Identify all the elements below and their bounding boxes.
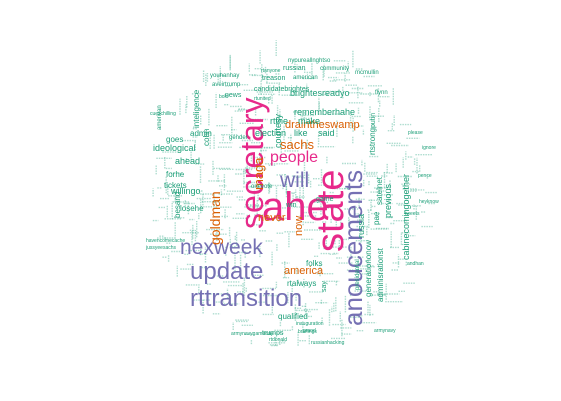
word-sachs: sachs xyxy=(280,137,314,152)
word-russian: russian xyxy=(283,65,306,72)
word-admin: admin xyxy=(190,129,212,138)
word-nexweek: nexweek xyxy=(180,236,263,259)
word-ignore: ignore xyxy=(422,145,436,151)
word-andhan: andhan xyxy=(407,261,424,267)
word-rtanyone: rtanyone xyxy=(261,68,281,74)
word-rtunited: rtunited xyxy=(254,96,271,102)
word-draintheswamp: draintheswamp xyxy=(285,119,360,131)
word-bold: bold xyxy=(219,94,229,100)
word-ahe: ahe xyxy=(262,185,329,229)
word-update: update xyxy=(190,258,264,285)
word-russia: russia xyxy=(356,213,366,238)
word-said: said xyxy=(318,128,335,138)
word-previous: previous xyxy=(383,183,393,218)
word-cohn: cohn xyxy=(202,128,211,146)
word-courtesy: courtesy xyxy=(273,113,283,148)
word-community: community xyxy=(320,66,350,72)
word-russianhacking: russianhacking xyxy=(311,340,345,346)
word-cueschilling: cueschilling xyxy=(150,111,176,117)
word-like: like xyxy=(294,128,308,138)
word-rtthe: rtthe xyxy=(270,116,289,126)
word-please: please xyxy=(408,130,423,136)
word-tickets: tickets xyxy=(164,181,187,190)
word-news: news xyxy=(225,92,242,99)
word-generationonow: generationonow xyxy=(364,240,373,297)
word-game: game xyxy=(316,196,334,203)
word-onevote: onevote xyxy=(251,184,273,190)
word-anoucements: anoucements xyxy=(338,169,368,326)
word-rtstrong: rtstrong xyxy=(368,127,377,155)
word-jussyeesachs: jussyeesachs xyxy=(146,245,177,251)
word-rememberhahe: rememberhahe xyxy=(294,107,356,117)
word-havencomecache: havencomecache xyxy=(146,238,186,244)
word-rtalways: rtalways xyxy=(287,279,317,288)
word-adminisrationst: adminisrationst xyxy=(376,248,385,302)
word-people: people xyxy=(270,149,319,166)
word-armynavygameday: armynavygameday xyxy=(231,331,274,337)
word-ideological: ideological xyxy=(153,143,196,153)
word-amerivan: amerivan xyxy=(157,105,163,130)
word-win: win xyxy=(286,202,297,209)
word-goes: goes xyxy=(166,135,184,144)
word-now: now xyxy=(293,215,305,236)
word-folks: folks xyxy=(306,259,323,268)
word-heyknow: heyknow xyxy=(419,199,439,205)
word-election: election xyxy=(255,128,287,138)
word-tweets: tweets xyxy=(405,211,420,217)
word-treason: treason xyxy=(262,75,286,82)
word-say: say xyxy=(321,281,328,292)
word-grand: grand xyxy=(303,328,316,334)
word-forhe: forhe xyxy=(166,170,185,179)
word-american: american xyxy=(293,75,318,81)
word-mcmullin: mcmullin xyxy=(355,70,379,76)
word-aveirtrump: aveirtrump xyxy=(212,82,241,88)
word-make: make xyxy=(298,116,321,126)
word-candidatebrightes: candidatebrightes xyxy=(254,86,310,93)
word-youhanhay: youhanhay xyxy=(210,73,240,79)
word-inauguration: inauguration xyxy=(296,321,324,327)
word-goldman: goldman xyxy=(207,191,223,245)
word-besand: besand xyxy=(173,191,182,218)
word-never: never xyxy=(258,212,286,224)
word-presidential: presidential xyxy=(355,259,361,290)
word-pence: pence xyxy=(418,173,432,179)
word-inteligence: inteligence xyxy=(192,89,201,128)
word-rttransition: rttransition xyxy=(190,285,303,312)
word-armynavy: armynavy xyxy=(374,328,396,334)
word-trumps: trumps xyxy=(262,330,284,337)
word-will: will xyxy=(280,169,310,192)
word-nyoureallnghtso: nyoureallnghtso xyxy=(288,58,331,64)
word-gender: gender xyxy=(229,135,248,141)
word-rtdonald: rtdonald xyxy=(269,337,288,343)
word-ahead: ahead xyxy=(175,156,201,166)
word-willingo: willingo xyxy=(171,186,201,196)
word-brightesreadyo: brightesreadyo xyxy=(290,88,350,98)
word-america: america xyxy=(284,265,324,277)
word-flynn: flynn xyxy=(375,90,388,96)
word-losehe: losehe xyxy=(180,204,204,213)
word-qualified: qualified xyxy=(278,312,308,321)
word-pae: pae xyxy=(372,211,381,225)
word-briefings: briefings xyxy=(298,329,317,335)
word-putin: putin xyxy=(370,112,377,128)
